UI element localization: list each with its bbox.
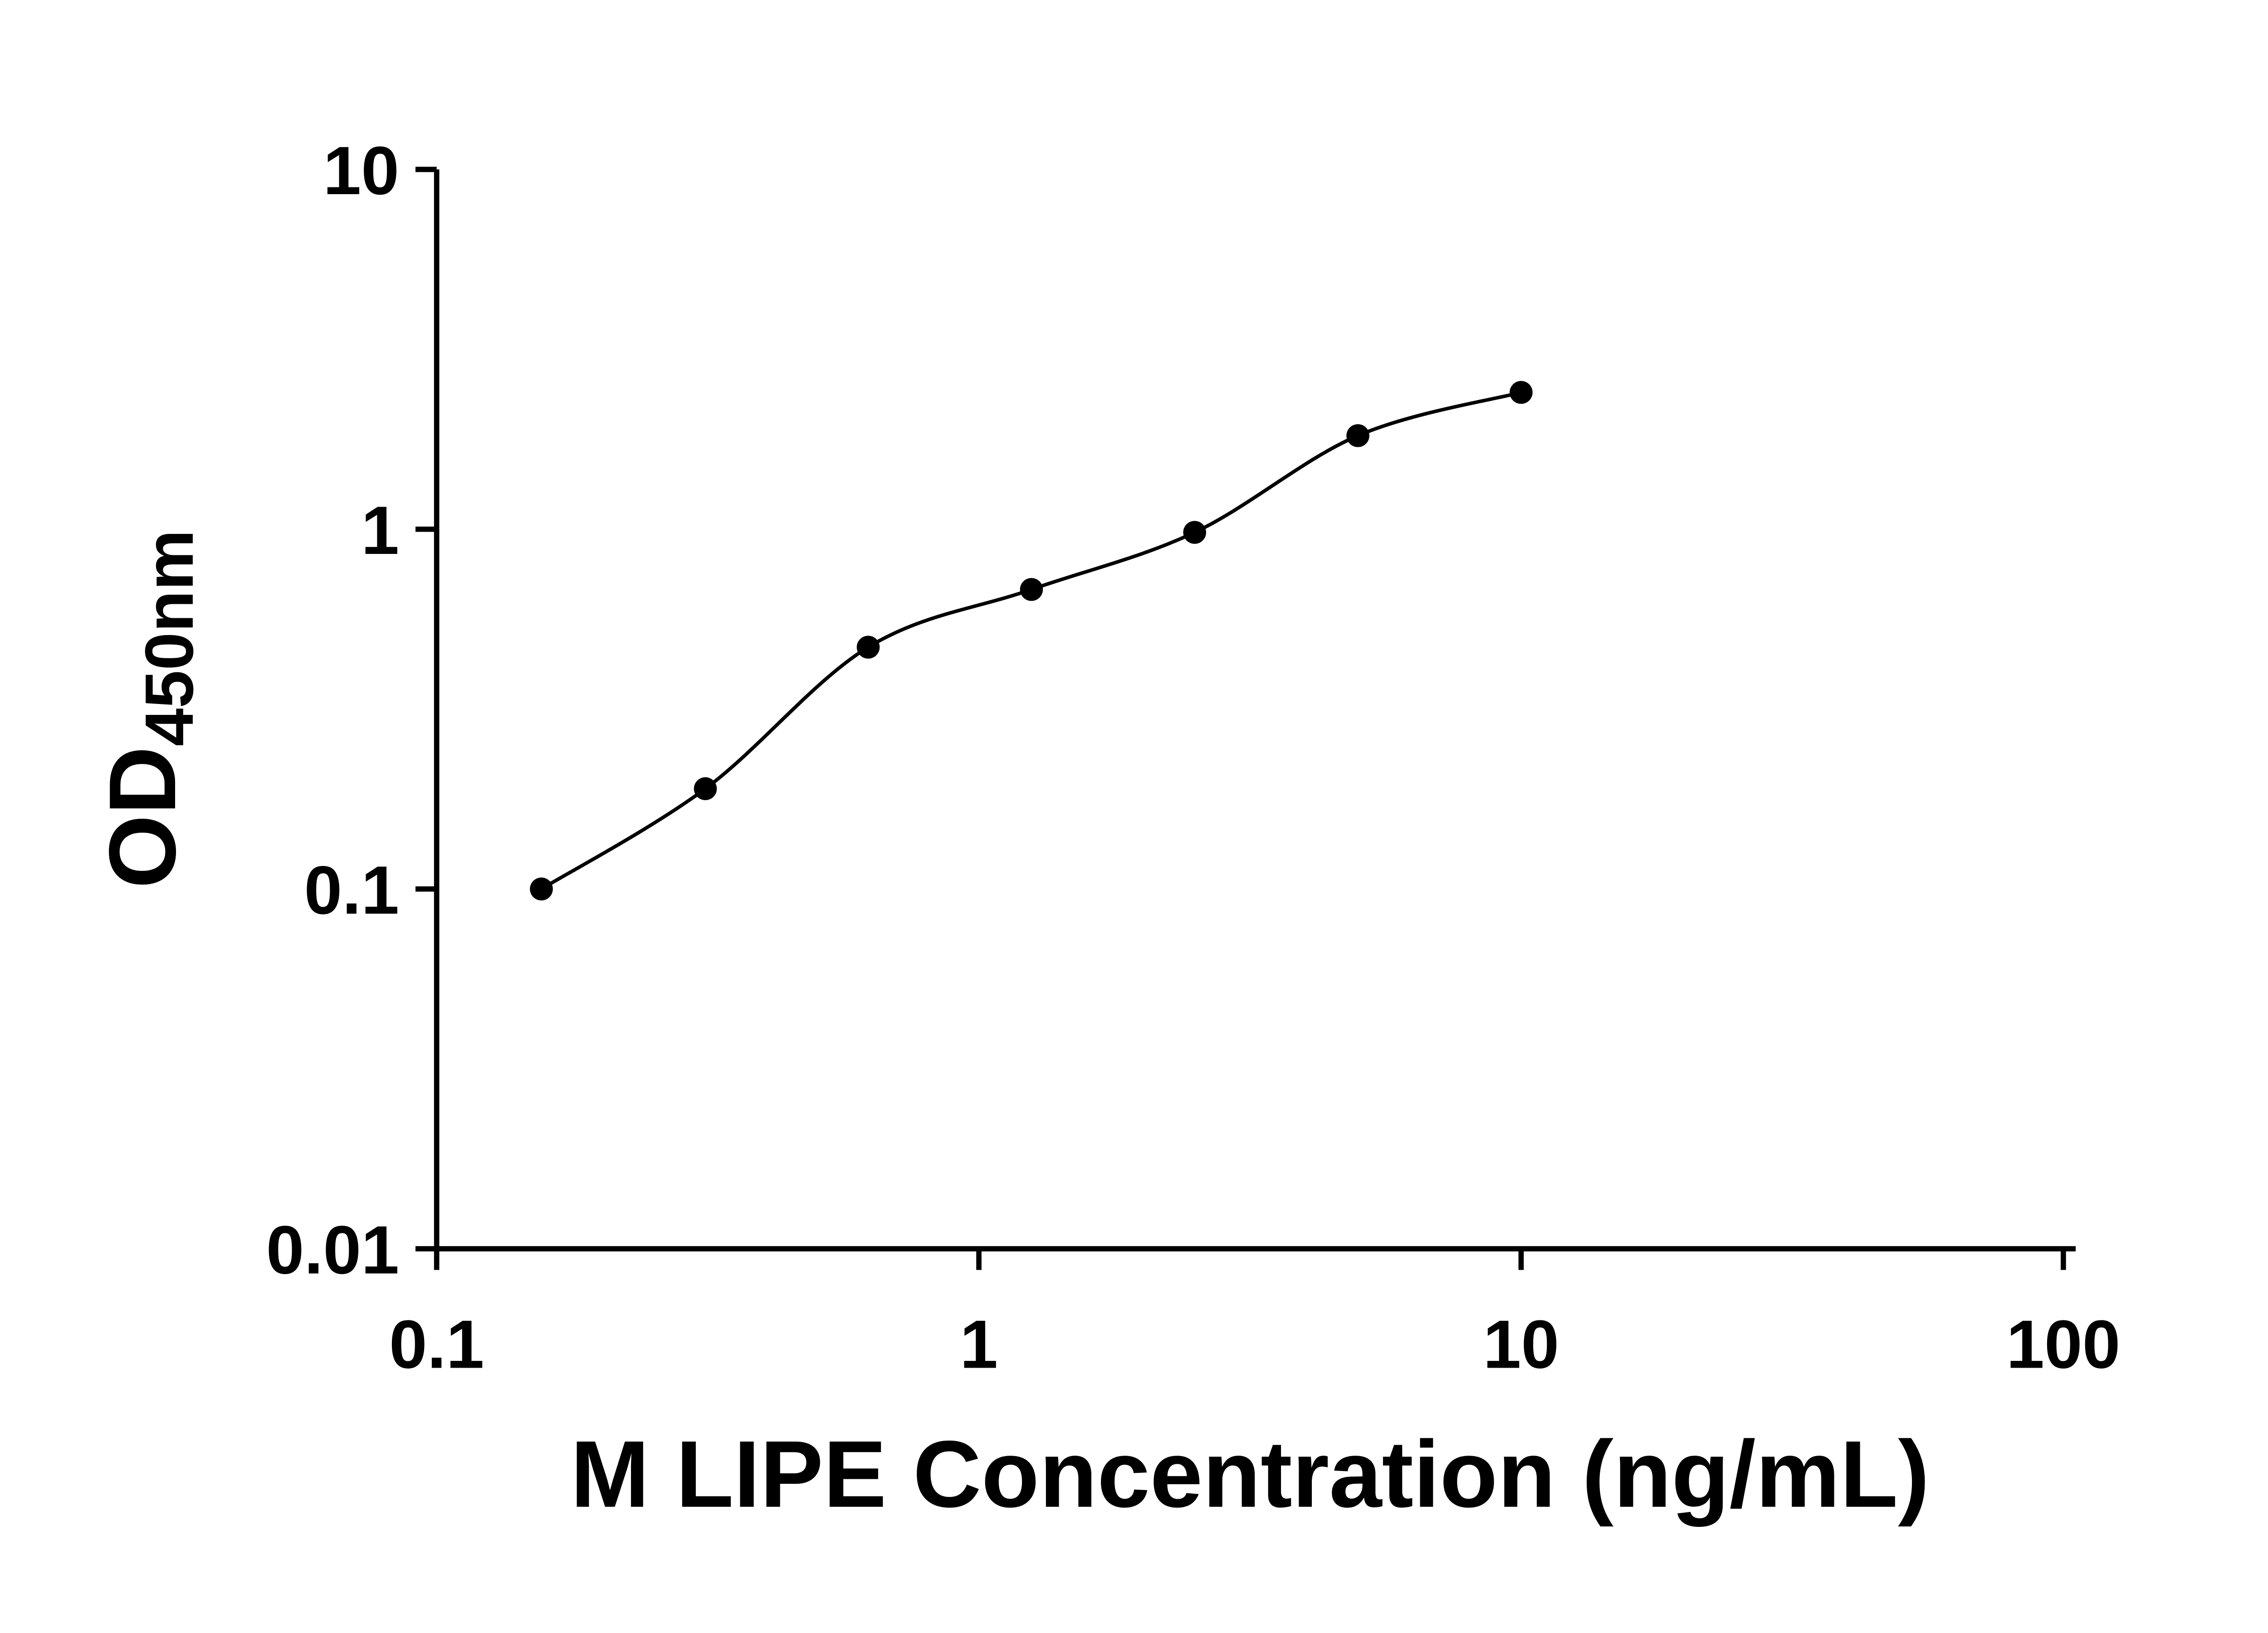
y-tick-label: 0.01: [266, 1212, 399, 1288]
y-tick-label: 1: [361, 492, 399, 568]
x-tick-label: 100: [2006, 1306, 2120, 1382]
data-point: [1346, 424, 1369, 447]
data-point: [856, 636, 880, 659]
y-axis-title-subscript: 450nm: [131, 530, 207, 747]
y-tick-label: 10: [323, 132, 399, 209]
data-point: [694, 777, 717, 800]
y-axis-title-main: OD: [90, 746, 196, 889]
data-point: [1020, 578, 1043, 601]
axes-spine: [434, 169, 2076, 1252]
y-axis-title: OD450nm: [90, 530, 207, 889]
x-tick-label: 1: [960, 1306, 998, 1382]
y-tick-label: 0.1: [304, 852, 400, 928]
data-point: [1510, 381, 1533, 404]
x-axis-title: M LIPE Concentration (ng/mL): [571, 1422, 1930, 1527]
x-tick-label: 0.1: [389, 1306, 484, 1382]
fit-curve: [539, 391, 1523, 891]
data-point: [530, 877, 553, 901]
x-tick-label: 10: [1483, 1306, 1559, 1382]
data-point: [1183, 521, 1207, 544]
